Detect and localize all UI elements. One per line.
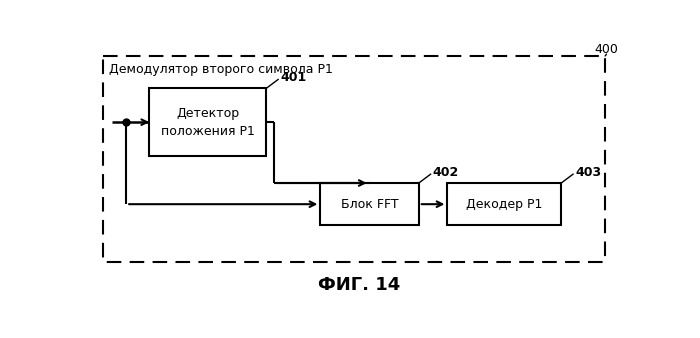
- Text: ФИГ. 14: ФИГ. 14: [318, 276, 400, 294]
- Text: Детектор
положения Р1: Детектор положения Р1: [161, 107, 255, 138]
- Text: 401: 401: [280, 71, 307, 84]
- Text: Декодер Р1: Декодер Р1: [466, 198, 542, 211]
- Text: Блок FFT: Блок FFT: [341, 198, 398, 211]
- Bar: [103, 56, 605, 262]
- Text: 400: 400: [595, 43, 619, 56]
- Bar: [149, 88, 266, 156]
- Bar: [447, 183, 561, 225]
- Text: 403: 403: [575, 166, 601, 179]
- Text: 402: 402: [433, 166, 459, 179]
- Bar: [321, 183, 419, 225]
- Text: Демодулятор второго символа Р1: Демодулятор второго символа Р1: [109, 63, 333, 76]
